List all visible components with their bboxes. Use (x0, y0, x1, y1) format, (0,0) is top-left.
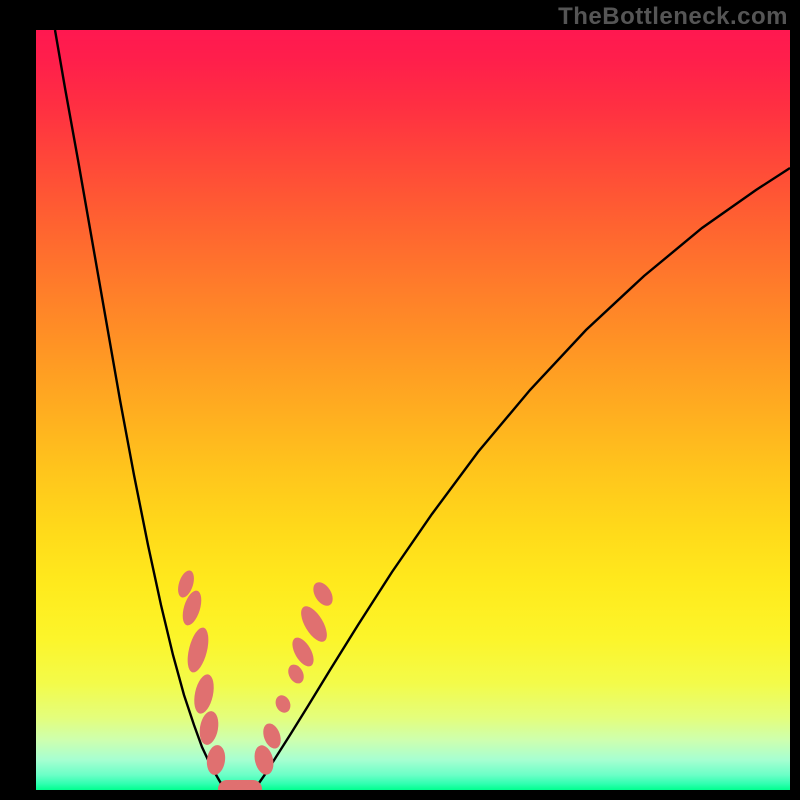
marker-dot (184, 626, 213, 675)
watermark-text: TheBottleneck.com (558, 3, 788, 31)
left-curve (55, 30, 225, 790)
marker-dot (191, 673, 217, 716)
frame-border-left (0, 0, 36, 800)
frame-border-bottom (0, 790, 800, 800)
chart-svg (0, 0, 800, 800)
chart-canvas: TheBottleneck.com (0, 0, 800, 800)
marker-dot (252, 743, 277, 776)
marker-dot (205, 744, 227, 776)
marker-dot (288, 634, 318, 670)
frame-border-right (790, 0, 800, 800)
marker-dot (285, 662, 307, 686)
marker-dot (309, 579, 336, 610)
marker-dot (273, 693, 293, 715)
right-curve (253, 168, 790, 790)
